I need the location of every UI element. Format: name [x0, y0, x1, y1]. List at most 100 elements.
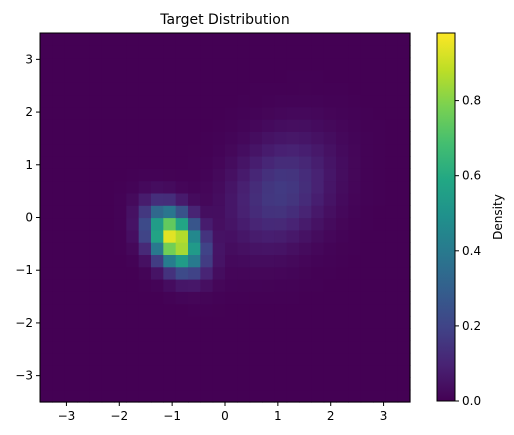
heatmap-cell — [52, 131, 66, 145]
heatmap-cell — [237, 82, 251, 96]
heatmap-cell — [188, 106, 201, 120]
heatmap-cell — [385, 82, 399, 96]
heatmap-cell — [262, 389, 275, 403]
heatmap-cell — [237, 119, 251, 132]
heatmap-cell — [188, 205, 201, 219]
y-tick-label: −2 — [15, 316, 33, 330]
heatmap-cell — [64, 168, 78, 182]
heatmap-cell — [212, 389, 226, 403]
heatmap-cell — [114, 340, 127, 354]
heatmap-cell — [77, 106, 90, 120]
heatmap-cell — [274, 106, 288, 120]
heatmap-cell — [64, 94, 78, 108]
heatmap-cell — [77, 33, 90, 46]
heatmap-cell — [101, 205, 115, 219]
heatmap-cell — [397, 57, 411, 71]
heatmap-cell — [348, 279, 362, 292]
heatmap-cell — [373, 279, 386, 292]
heatmap-cell — [138, 106, 152, 120]
heatmap-cell — [286, 168, 300, 182]
heatmap-cell — [200, 156, 214, 169]
heatmap-cell — [286, 279, 300, 292]
heatmap-cell — [249, 57, 263, 71]
heatmap-cell — [89, 143, 103, 157]
heatmap-cell — [101, 315, 115, 329]
heatmap-cell — [126, 242, 140, 255]
heatmap-cell — [237, 192, 251, 206]
heatmap-cell — [249, 352, 263, 366]
heatmap-cell — [397, 340, 411, 354]
heatmap-cell — [114, 106, 127, 120]
heatmap-cell — [163, 303, 177, 317]
heatmap-cell — [397, 82, 411, 96]
heatmap-cell — [138, 291, 152, 305]
heatmap-cell — [52, 242, 66, 255]
heatmap-cell — [114, 131, 127, 145]
heatmap-cell — [373, 328, 386, 342]
heatmap-cell — [52, 180, 66, 194]
heatmap-cell — [237, 340, 251, 354]
heatmap-cell — [138, 143, 152, 157]
heatmap-cell — [101, 254, 115, 268]
heatmap-cell — [52, 365, 66, 378]
heatmap-cell — [175, 168, 189, 182]
heatmap-cell — [225, 69, 238, 83]
x-tick-label: −3 — [58, 409, 76, 423]
heatmap-cell — [299, 303, 312, 317]
y-tick-label: −1 — [15, 263, 33, 277]
heatmap-cell — [323, 352, 337, 366]
heatmap-cell — [237, 254, 251, 268]
heatmap-cell — [262, 266, 275, 280]
heatmap-cell — [40, 180, 53, 194]
heatmap-cell — [299, 57, 312, 71]
colorbar-tick-label: 0.6 — [462, 169, 481, 183]
heatmap-cell — [114, 217, 127, 231]
heatmap-cell — [89, 45, 103, 59]
heatmap-cell — [188, 33, 201, 46]
x-tick-label: 2 — [327, 409, 335, 423]
heatmap-cell — [64, 217, 78, 231]
heatmap-cell — [348, 229, 362, 243]
heatmap-cell — [323, 45, 337, 59]
heatmap-cell — [64, 229, 78, 243]
heatmap-cell — [89, 242, 103, 255]
heatmap-cell — [138, 303, 152, 317]
heatmap-cell — [163, 106, 177, 120]
heatmap-cell — [262, 45, 275, 59]
heatmap-cell — [175, 119, 189, 132]
heatmap-cell — [336, 303, 349, 317]
heatmap-cell — [64, 315, 78, 329]
heatmap-cell — [360, 33, 374, 46]
heatmap-cell — [360, 205, 374, 219]
heatmap-cell — [311, 340, 325, 354]
heatmap-cell — [114, 254, 127, 268]
heatmap-cell — [175, 131, 189, 145]
heatmap-cell — [212, 365, 226, 378]
heatmap-cell — [311, 192, 325, 206]
heatmap-cell — [225, 192, 238, 206]
heatmap-cell — [336, 180, 349, 194]
heatmap-cell — [373, 254, 386, 268]
heatmap-cell — [262, 328, 275, 342]
heatmap-cell — [188, 57, 201, 71]
heatmap-cell — [373, 57, 386, 71]
heatmap-cell — [114, 303, 127, 317]
heatmap-cell — [249, 106, 263, 120]
heatmap-cell — [126, 106, 140, 120]
heatmap-cell — [373, 205, 386, 219]
heatmap-cell — [311, 69, 325, 83]
heatmap-cell — [52, 266, 66, 280]
heatmap-cell — [77, 168, 90, 182]
heatmap-cell — [348, 303, 362, 317]
heatmap-cell — [52, 340, 66, 354]
heatmap-cell — [163, 45, 177, 59]
heatmap-cell — [336, 69, 349, 83]
heatmap-cell — [163, 266, 177, 280]
heatmap-cell — [163, 82, 177, 96]
heatmap-cell — [126, 328, 140, 342]
heatmap-cell — [311, 229, 325, 243]
heatmap-cell — [311, 82, 325, 96]
heatmap-cell — [64, 180, 78, 194]
heatmap-cell — [348, 291, 362, 305]
heatmap-cell — [262, 377, 275, 391]
